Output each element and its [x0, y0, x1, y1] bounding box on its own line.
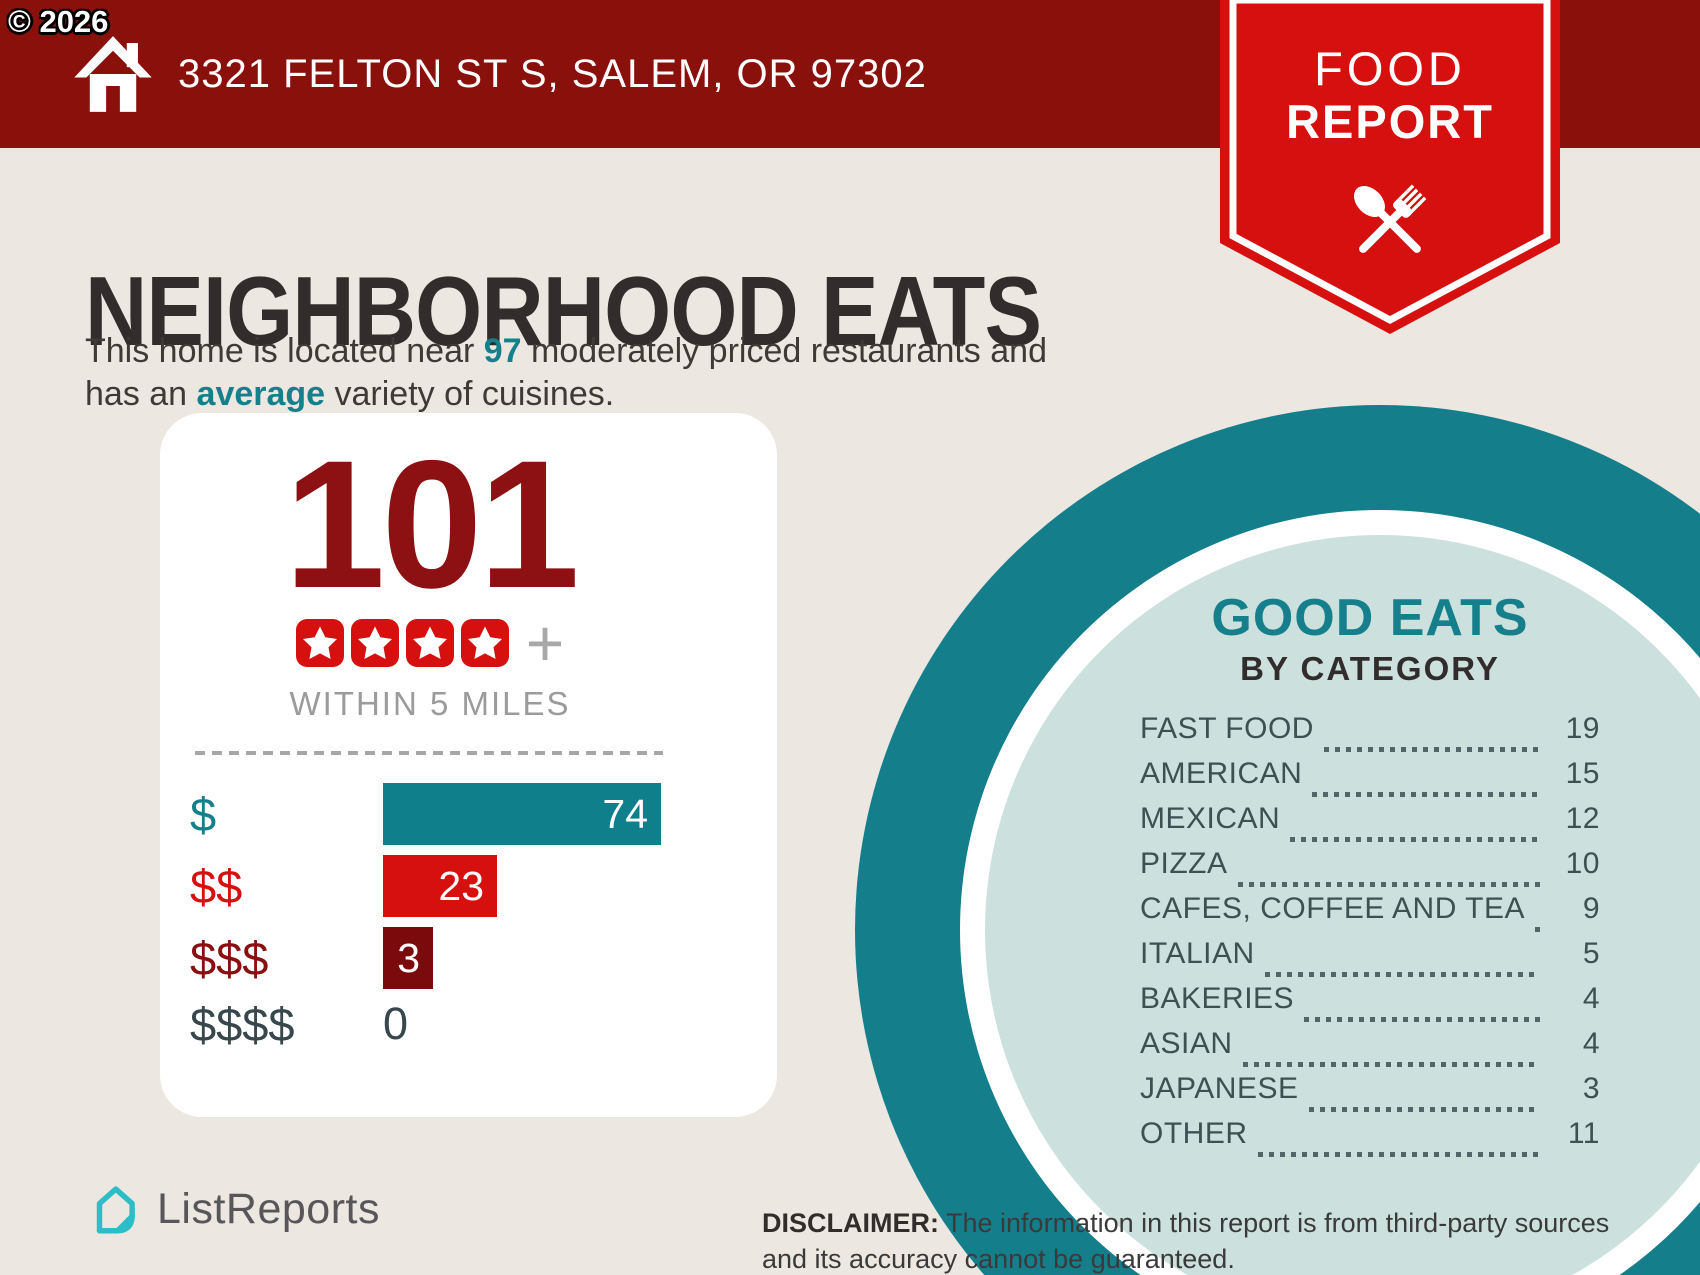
listreports-brand: ListReports: [85, 1180, 380, 1238]
dashed-divider: [195, 751, 663, 755]
category-value: 5: [1582, 937, 1600, 970]
category-value: 12: [1565, 802, 1600, 835]
intro-pre: This home is located near: [85, 332, 484, 370]
disclaimer-label: DISCLAIMER:: [762, 1208, 939, 1238]
category-label: PIZZA: [1140, 847, 1228, 880]
intro-text: This home is located near 97 moderately …: [85, 330, 1085, 416]
dotted-leader: [1308, 1107, 1540, 1112]
price-tier-label: $$$$: [190, 997, 295, 1051]
category-row: AMERICAN 15: [1140, 757, 1600, 802]
dotted-leader: [1237, 882, 1540, 887]
badge-line1: FOOD: [1314, 42, 1466, 95]
price-bar: 3: [383, 927, 433, 989]
category-value: 3: [1582, 1072, 1600, 1105]
dotted-leader: [1264, 972, 1540, 977]
radius-label: WITHIN 5 MILES: [289, 685, 571, 722]
category-row: JAPANESE 3: [1140, 1072, 1600, 1117]
listreports-brand-name: ListReports: [157, 1184, 380, 1233]
price-bar-chart: $ 74 $$ 23 $$$ 3 $$$$ 0: [190, 783, 750, 1051]
price-bar-value: 74: [602, 790, 648, 837]
star-rating: +: [160, 606, 700, 680]
category-label: BAKERIES: [1140, 982, 1295, 1015]
listreports-logo-icon: [96, 1186, 135, 1234]
category-value: 9: [1582, 892, 1600, 925]
category-value: 4: [1582, 982, 1600, 1015]
copyright-watermark: © 2026: [8, 4, 109, 39]
category-row: ITALIAN 5: [1140, 937, 1600, 982]
star-icon: [460, 619, 509, 667]
good-eats-subtitle: BY CATEGORY: [1240, 650, 1500, 687]
dotted-leader: [1535, 927, 1540, 932]
price-tier-label: $$: [190, 859, 243, 913]
category-row: MEXICAN 12: [1140, 802, 1600, 847]
intro-post: variety of cuisines.: [325, 375, 615, 414]
category-label: MEXICAN: [1140, 802, 1281, 835]
category-label: OTHER: [1140, 1117, 1248, 1150]
stats-card: 101 + WITHIN 5 MILES $ 74 $$ 23 $$$ 3: [160, 413, 777, 1117]
category-row: BAKERIES 4: [1140, 982, 1600, 1027]
category-label: FAST FOOD: [1140, 712, 1314, 745]
badge-line2: REPORT: [1286, 95, 1494, 148]
page-title: NEIGHBORHOOD EATS: [85, 255, 1042, 366]
dotted-leader: [1290, 837, 1540, 842]
category-row: ASIAN 4: [1140, 1027, 1600, 1072]
home-icon: [74, 36, 152, 112]
price-bar-value: 23: [438, 862, 484, 909]
total-count: 101: [284, 422, 580, 626]
good-eats-title: GOOD EATS: [1211, 589, 1529, 647]
spoon-fork-icon: [1353, 184, 1427, 253]
food-report-badge: FOOD REPORT: [1220, 0, 1560, 340]
intro-mid: moderately priced restaurants and has an: [85, 332, 1047, 414]
dotted-leader: [1312, 792, 1540, 797]
category-label: AMERICAN: [1140, 757, 1303, 790]
category-value: 19: [1565, 712, 1600, 745]
price-row: $$$$ 0: [190, 997, 750, 1051]
star-icon: [295, 619, 344, 667]
star-icon: [350, 619, 399, 667]
disclaimer-text: DISCLAIMER: The information in this repo…: [762, 1205, 1652, 1275]
category-value: 10: [1565, 847, 1600, 880]
category-label: ITALIAN: [1140, 937, 1255, 970]
dotted-leader: [1257, 1152, 1540, 1157]
price-bar-value: 3: [397, 934, 420, 981]
good-eats-header: GOOD EATS BY CATEGORY: [1090, 592, 1650, 688]
star-icon: [405, 619, 454, 667]
plus-sign: +: [525, 606, 565, 680]
price-tier-label: $: [190, 787, 217, 841]
price-row: $ 74: [190, 783, 750, 845]
category-row: OTHER 11: [1140, 1117, 1600, 1162]
variety-highlight: average: [196, 375, 326, 414]
category-label: JAPANESE: [1140, 1072, 1299, 1105]
category-row: CAFES, COFFEE AND TEA 9: [1140, 892, 1600, 937]
price-tier-label: $$$: [190, 931, 269, 985]
category-value: 11: [1567, 1117, 1600, 1150]
price-bar: 0: [383, 998, 408, 1050]
category-value: 15: [1565, 757, 1600, 790]
property-address: 3321 FELTON ST S, SALEM, OR 97302: [178, 51, 927, 96]
category-row: FAST FOOD 19: [1140, 712, 1600, 757]
category-label: ASIAN: [1140, 1027, 1233, 1060]
category-row: PIZZA 10: [1140, 847, 1600, 892]
price-bar: 74: [383, 783, 661, 845]
category-label: CAFES, COFFEE AND TEA: [1140, 892, 1526, 925]
price-row: $$ 23: [190, 855, 750, 917]
restaurant-count: 97: [483, 332, 522, 370]
category-list: FAST FOOD 19 AMERICAN 15 MEXICAN 12 PIZZA 10…: [1140, 712, 1600, 1162]
price-row: $$$ 3: [190, 927, 750, 989]
price-bar-value: 0: [383, 998, 409, 1049]
dotted-leader: [1323, 747, 1540, 752]
category-value: 4: [1582, 1027, 1600, 1060]
dotted-leader: [1242, 1062, 1540, 1067]
disclaimer-body: The information in this report is from t…: [762, 1208, 1610, 1275]
dotted-leader: [1304, 1017, 1540, 1022]
price-bar: 23: [383, 855, 497, 917]
